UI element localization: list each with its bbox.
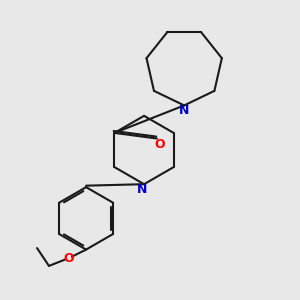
Text: O: O	[154, 138, 165, 151]
Text: N: N	[179, 104, 189, 117]
Text: N: N	[136, 183, 147, 196]
Text: O: O	[63, 252, 74, 265]
